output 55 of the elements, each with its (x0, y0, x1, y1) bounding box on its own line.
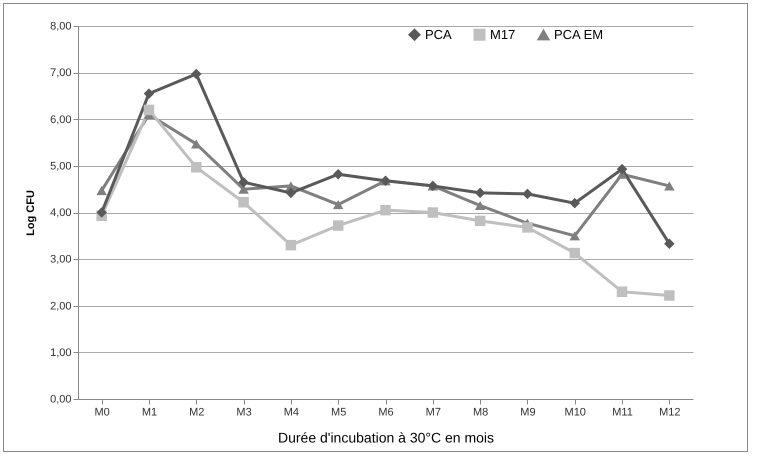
point (664, 290, 675, 301)
point (191, 162, 202, 173)
x-tick-label: M5 (331, 406, 346, 418)
x-tick-label: M2 (189, 406, 204, 418)
point (616, 286, 628, 298)
point (522, 188, 533, 200)
y-tick-label: 6,00 (50, 114, 72, 126)
x-tick-label: M6 (378, 406, 394, 418)
point (96, 207, 107, 218)
point (428, 207, 438, 218)
point (569, 231, 580, 240)
point (238, 176, 249, 188)
y-tick-label: 0,00 (50, 394, 72, 406)
x-tick-label: M0 (94, 406, 110, 418)
point (238, 197, 249, 208)
point (569, 198, 580, 208)
y-tick-label: 8,00 (50, 20, 72, 32)
point (332, 169, 344, 180)
x-tick-label: M9 (520, 406, 536, 418)
point (191, 68, 202, 80)
point (144, 104, 154, 116)
point (569, 248, 580, 258)
point (616, 164, 628, 174)
point (96, 186, 107, 196)
y-tick-label: 2,00 (50, 300, 72, 312)
legend-label: PCA (425, 26, 452, 42)
legend-label: M17 (490, 26, 516, 42)
point (474, 216, 486, 226)
legend-label: PCA EM (554, 27, 604, 42)
point (664, 238, 675, 249)
point (286, 188, 296, 198)
x-tick-label: M11 (612, 406, 633, 418)
x-tick-label: M4 (284, 406, 300, 418)
x-tick-label: M10 (564, 406, 586, 418)
y-tick-label: 1,00 (50, 346, 72, 359)
point (144, 88, 154, 99)
x-tick-label: M8 (472, 406, 488, 418)
y-tick-label: 7,00 (50, 67, 72, 80)
point (522, 222, 533, 233)
point (286, 240, 296, 250)
y-tick-label: 4,00 (50, 207, 72, 219)
y-tick-label: 3,00 (50, 254, 72, 266)
y-tick-label: 5,00 (50, 160, 72, 172)
point (332, 220, 344, 231)
x-tick-label: M7 (426, 406, 441, 418)
x-tick-label: M12 (659, 406, 681, 418)
x-tick-label: M3 (236, 406, 252, 418)
point (474, 188, 486, 198)
x-tick-label: M1 (142, 406, 158, 418)
point (332, 200, 344, 210)
x-axis-title: Durée d'incubation à 30°C en mois (278, 430, 494, 446)
point (380, 204, 391, 216)
point (474, 200, 486, 210)
point (664, 181, 675, 190)
y-axis-title: Log CFU (25, 190, 38, 236)
